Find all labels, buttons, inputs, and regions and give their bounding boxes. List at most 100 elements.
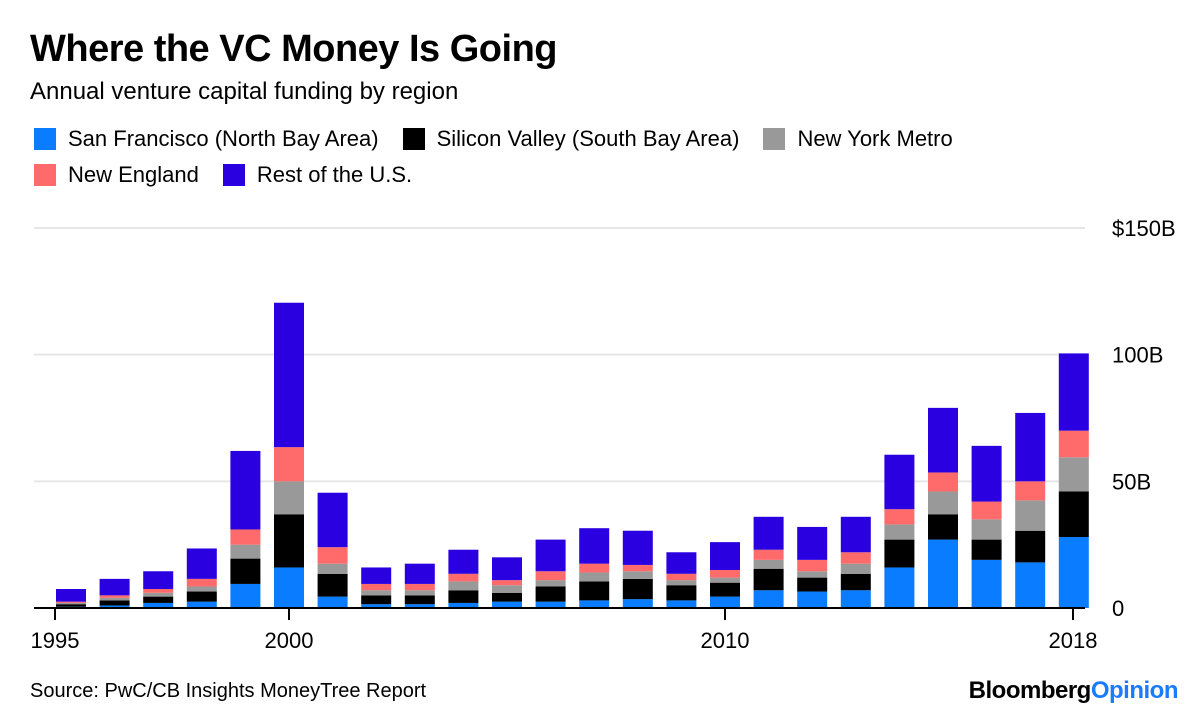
legend-swatch-rest-of-us — [222, 164, 245, 186]
bar-segment-2000-0 — [274, 567, 304, 608]
bar-segment-2006-1 — [535, 586, 566, 602]
bar-segment-2013-0 — [840, 590, 871, 608]
bar-segment-2004-2 — [448, 581, 479, 591]
legend-label: New England — [68, 162, 199, 187]
bar-segment-2012-3 — [797, 559, 828, 572]
bar-segment-2003-3 — [404, 583, 435, 591]
bar-segment-2006-3 — [535, 571, 566, 581]
bar-segment-2017-0 — [1015, 562, 1046, 608]
bar-segment-2009-3 — [666, 573, 697, 581]
bar-segment-2005-0 — [492, 601, 522, 608]
bar-segment-2001-0 — [317, 596, 348, 608]
bar-segment-2009-1 — [666, 585, 697, 601]
legend-item-new-england: New England — [34, 162, 199, 187]
bar-segment-2013-2 — [840, 563, 871, 574]
bar-segment-2000-4 — [274, 302, 304, 448]
bar-segment-2004-3 — [448, 573, 479, 582]
source-note: Source: PwC/CB Insights MoneyTree Report — [30, 680, 427, 702]
bar-segment-2007-3 — [579, 563, 610, 573]
legend-item-new-york: New York Metro — [763, 126, 953, 151]
x-tick-label: 2010 — [701, 628, 750, 653]
bar-segment-2003-1 — [404, 595, 435, 605]
bar-segment-2009-0 — [666, 600, 697, 608]
bar-segment-2013-4 — [840, 516, 871, 553]
bar-segment-2011-0 — [753, 590, 784, 608]
bar-segment-2015-4 — [928, 407, 958, 473]
legend-item-silicon-valley: Silicon Valley (South Bay Area) — [402, 126, 739, 151]
bar-segment-1998-4 — [186, 548, 217, 579]
bar-segment-2018-4 — [1058, 353, 1089, 431]
bar-segment-2006-0 — [535, 601, 566, 608]
bar-segment-2003-4 — [404, 563, 435, 584]
bar-segment-2000-2 — [274, 481, 304, 515]
bar-segment-2018-2 — [1058, 457, 1089, 492]
bar-segment-2016-3 — [971, 501, 1002, 520]
bar-segment-1999-2 — [230, 544, 261, 559]
bar-segment-2005-2 — [492, 585, 522, 593]
legend-swatch-new-england — [34, 164, 56, 186]
legend-swatch-san-francisco — [34, 128, 56, 150]
bar-segment-2004-4 — [448, 549, 479, 574]
bar-segment-2015-3 — [928, 472, 958, 492]
bar-segment-1998-3 — [186, 578, 217, 587]
bar-segment-2016-4 — [971, 445, 1002, 502]
bar-segment-1995-3 — [56, 601, 86, 603]
bar-segment-2014-0 — [884, 567, 915, 608]
x-tick-label: 2018 — [1049, 628, 1098, 653]
bar-segment-1998-2 — [186, 586, 217, 592]
bar-segment-2003-0 — [404, 604, 435, 608]
bar-segment-2017-1 — [1015, 530, 1046, 563]
bar-segment-2017-2 — [1015, 500, 1046, 531]
bar-segment-2002-1 — [361, 595, 392, 605]
bar-segment-2018-1 — [1058, 491, 1089, 538]
bar-segment-2014-2 — [884, 524, 915, 540]
x-tick-label: 1995 — [31, 628, 80, 653]
chart-subtitle: Annual venture capital funding by region — [30, 78, 459, 105]
bar-segment-2008-1 — [622, 578, 653, 600]
bar-segment-2014-3 — [884, 509, 915, 525]
bar-segment-2007-1 — [579, 581, 610, 601]
bar-segment-2012-1 — [797, 577, 828, 592]
legend-swatch-new-york — [763, 128, 786, 150]
bar-segment-1999-1 — [230, 558, 261, 584]
bar-segment-1996-3 — [99, 595, 130, 598]
bar-segment-1997-2 — [143, 592, 174, 597]
bar-segment-2002-2 — [361, 590, 392, 596]
bar-segment-2015-2 — [928, 491, 958, 515]
bar-segment-2014-4 — [884, 454, 915, 510]
legend-label: San Francisco (North Bay Area) — [68, 126, 379, 151]
bar-segment-2005-1 — [492, 592, 522, 602]
bar-segment-2005-4 — [492, 557, 522, 581]
bar-segment-2004-1 — [448, 590, 479, 603]
bar-segment-2010-4 — [710, 542, 740, 570]
bar-segment-2012-4 — [797, 526, 828, 560]
bar-segment-2009-2 — [666, 580, 697, 586]
bar-segment-2002-4 — [361, 567, 392, 584]
bar-segment-2013-3 — [840, 552, 871, 564]
legend-label: Rest of the U.S. — [256, 162, 413, 187]
y-tick-label: 0 — [1112, 596, 1124, 621]
bar-segment-2001-1 — [317, 573, 348, 597]
y-tick-label: 100B — [1112, 343, 1163, 368]
bar-segment-2013-1 — [840, 573, 871, 591]
brand-part-bloomberg: Bloomberg — [968, 677, 1092, 704]
bar-segment-1997-0 — [143, 602, 174, 608]
bar-segment-2000-1 — [274, 514, 304, 568]
bar-segment-1995-1 — [56, 604, 86, 607]
bar-segment-2006-4 — [535, 539, 566, 572]
bar-segment-1997-1 — [143, 596, 174, 603]
bar-segment-1999-3 — [230, 529, 261, 545]
bar-segment-1999-4 — [230, 450, 261, 530]
bar-segment-2010-3 — [710, 570, 740, 578]
bar-segment-1996-2 — [99, 597, 130, 601]
bar-segment-2003-2 — [404, 590, 435, 596]
bar-segment-2010-1 — [710, 582, 740, 597]
bar-segment-1996-4 — [99, 578, 130, 596]
bar-segment-2007-4 — [579, 528, 610, 564]
bar-segment-2015-0 — [928, 539, 958, 608]
bar-segment-2011-1 — [753, 568, 784, 591]
bar-segment-1997-3 — [143, 589, 174, 593]
bar-segment-2017-4 — [1015, 412, 1046, 482]
bar-segment-1996-1 — [99, 600, 130, 606]
